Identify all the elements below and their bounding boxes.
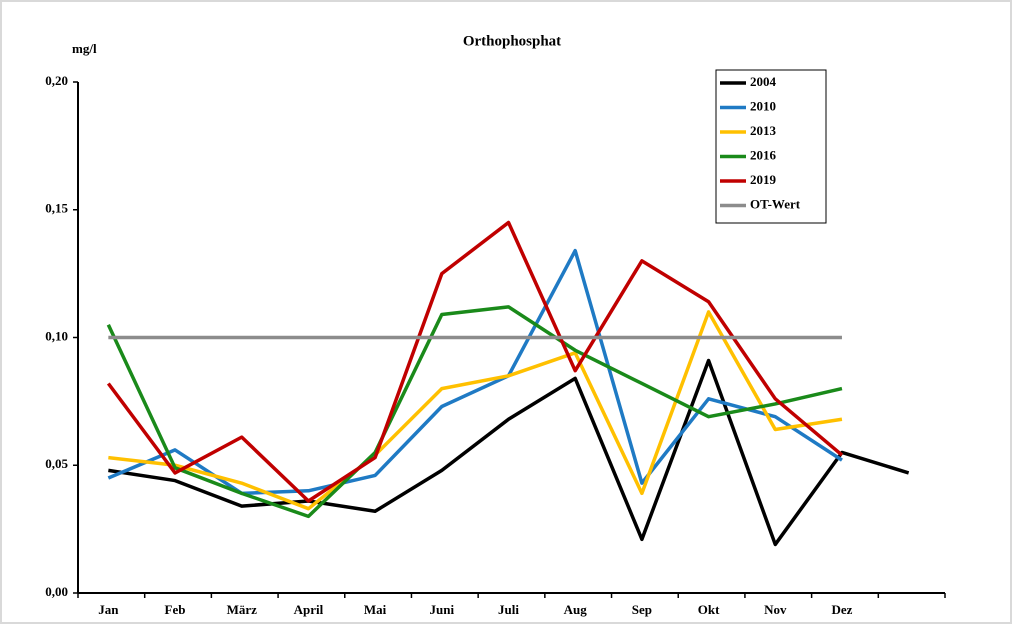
x-tick-label: Sep <box>632 602 652 617</box>
series-line <box>106 305 843 519</box>
series-line <box>106 220 844 503</box>
legend-label: 2013 <box>750 123 777 138</box>
x-tick-label: Feb <box>165 602 186 617</box>
x-tick-label: Juni <box>430 602 455 617</box>
y-tick-label: 0,05 <box>45 456 68 471</box>
y-tick-label: 0,20 <box>45 73 68 88</box>
x-tick-label: Jan <box>98 602 119 617</box>
series-line <box>107 248 843 496</box>
x-tick-label: März <box>227 602 258 617</box>
y-tick-label: 0,10 <box>45 328 68 343</box>
series-line <box>108 310 843 511</box>
legend-box <box>715 69 827 224</box>
x-tick-label: Dez <box>831 602 852 617</box>
x-tick-label: Mai <box>364 602 387 617</box>
x-tick-label: Okt <box>698 602 720 617</box>
y-tick-label: 0,15 <box>45 201 68 216</box>
y-axis-label: mg/l <box>72 41 97 56</box>
x-tick-label: Juli <box>498 602 519 617</box>
y-tick-label: 0,00 <box>45 584 68 599</box>
x-tick-label: Nov <box>764 602 787 617</box>
legend-label: 2019 <box>750 172 777 187</box>
legend-label: OT-Wert <box>750 196 801 211</box>
legend-label: 2004 <box>750 74 777 89</box>
series-line <box>108 358 910 547</box>
legend-label: 2016 <box>750 147 777 162</box>
legend-label: 2010 <box>750 98 776 113</box>
chart-title: Orthophosphat <box>463 33 561 49</box>
x-tick-label: April <box>294 602 324 617</box>
x-tick-label: Aug <box>564 602 588 617</box>
